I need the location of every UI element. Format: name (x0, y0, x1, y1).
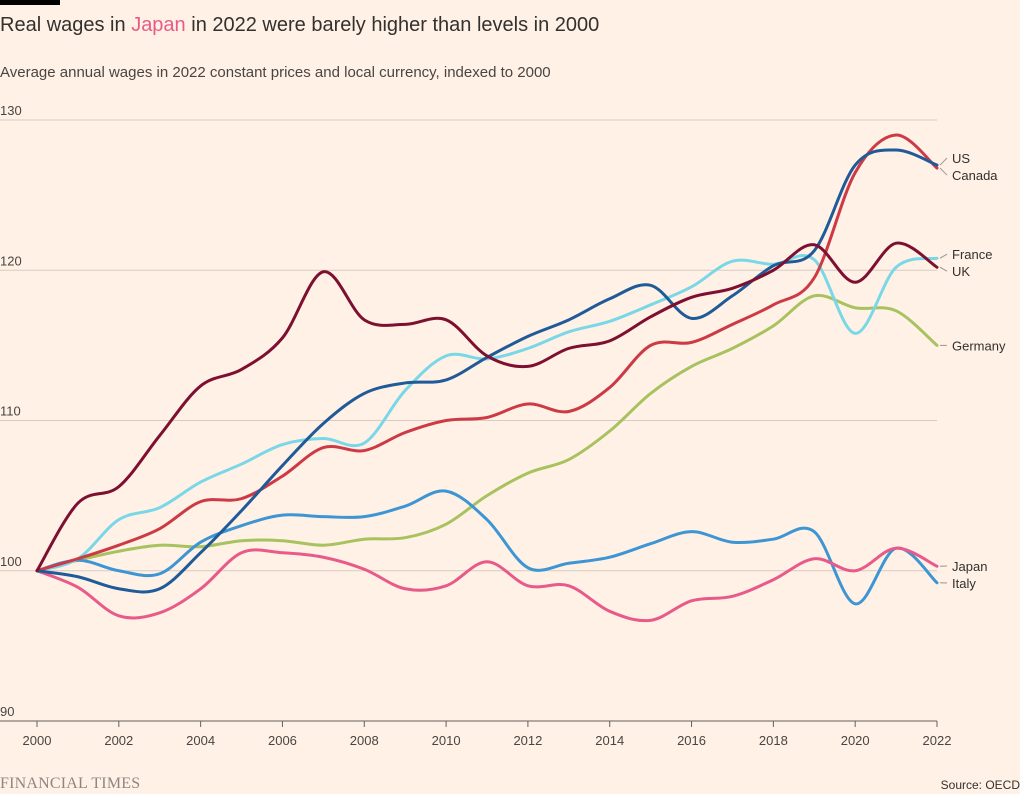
series-line-japan (35, 546, 939, 623)
label-leader-uk (939, 266, 948, 272)
series-label-france: France (952, 247, 992, 262)
x-tick-label: 2002 (104, 733, 133, 748)
series-label-germany: Germany (952, 338, 1006, 353)
x-tick-label: 2004 (186, 733, 215, 748)
page-title: Real wages in Japan in 2022 were barely … (0, 14, 600, 36)
y-tick-label: 100 (0, 554, 22, 569)
series-line-us (35, 148, 939, 594)
series-label-canada: Canada (952, 168, 998, 183)
series-line-germany (35, 293, 939, 573)
y-tick-label: 90 (0, 704, 14, 719)
series-end-labels: US Canada France UK Germany Japan Italy (939, 151, 1006, 591)
brand-bar (0, 0, 60, 5)
x-axis-ticks: 2000 2002 2004 2006 2008 2010 2012 2014 2016 2018… (23, 721, 952, 748)
y-tick-label: 110 (0, 404, 21, 419)
x-tick-label: 2020 (841, 733, 870, 748)
x-tick-label: 2008 (350, 733, 379, 748)
ft-logo-text: FINANCIAL TIMES (0, 775, 141, 792)
title-highlight: Japan (131, 14, 186, 36)
x-tick-label: 2022 (923, 733, 952, 748)
series-label-japan: Japan (952, 559, 987, 574)
x-tick-label: 2010 (432, 733, 461, 748)
y-tick-label: 120 (0, 253, 22, 268)
x-tick-label: 2006 (268, 733, 297, 748)
x-tick-label: 2014 (595, 733, 624, 748)
label-leader-us (939, 157, 948, 166)
series-label-italy: Italy (952, 576, 976, 591)
x-tick-label: 2000 (23, 733, 52, 748)
series-line-canada (35, 133, 939, 573)
label-leader-canada (939, 167, 948, 176)
x-tick-label: 2012 (513, 733, 542, 748)
series-label-uk: UK (952, 264, 970, 279)
page-subtitle: Average annual wages in 2022 constant pr… (0, 64, 551, 81)
source-note: Source: OECD (940, 778, 1020, 792)
series-lines (35, 133, 939, 623)
x-tick-label: 2016 (677, 733, 706, 748)
x-tick-label: 2018 (759, 733, 788, 748)
series-line-italy (35, 489, 939, 606)
y-tick-label: 130 (0, 103, 22, 118)
label-leader-france (939, 253, 948, 259)
series-line-uk (35, 241, 939, 573)
y-axis-ticks: 90 100 110 120 130 (0, 103, 22, 719)
series-label-us: US (952, 151, 970, 166)
